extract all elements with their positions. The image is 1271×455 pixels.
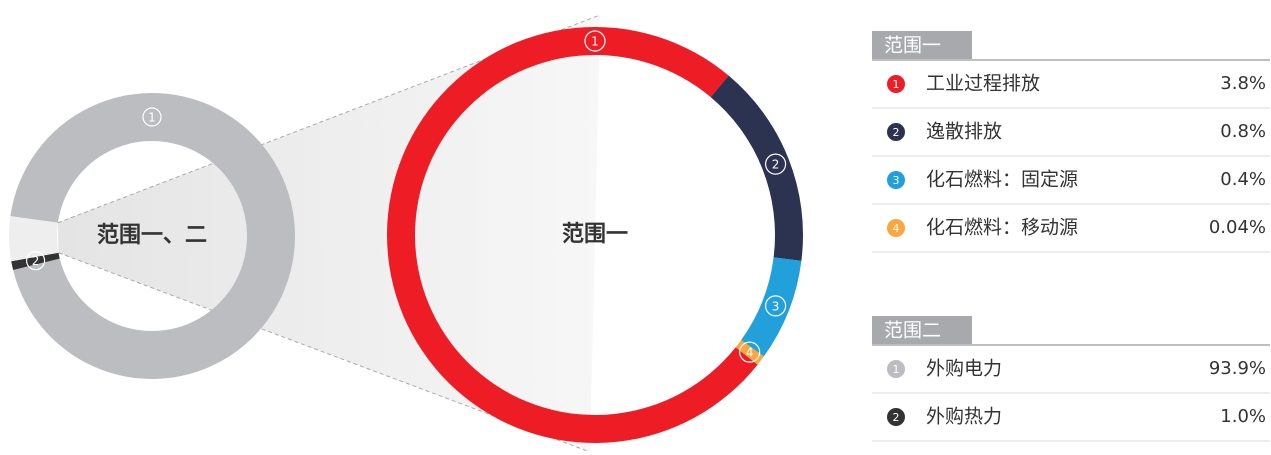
segment-marker xyxy=(739,341,761,363)
legend-label: 逸散排放 xyxy=(926,121,1002,143)
segment-marker-label: 3 xyxy=(772,299,780,313)
legend-marker: 4 xyxy=(893,222,900,235)
legend-value: 3.8% xyxy=(1220,73,1266,94)
legend-label: 化石燃料：固定源 xyxy=(926,169,1078,191)
center-label: 范围一 xyxy=(562,222,628,247)
segment-marker xyxy=(584,30,606,52)
segment-marker-label: 2 xyxy=(32,254,40,268)
legend-label: 化石燃料：移动源 xyxy=(926,217,1078,239)
donut-segment xyxy=(710,75,804,261)
funnel-edge xyxy=(58,252,591,453)
segment-marker-label: 1 xyxy=(148,111,156,125)
segment-marker-label: 4 xyxy=(746,346,754,360)
legend-marker: 2 xyxy=(893,126,900,139)
legend-swatch xyxy=(887,75,905,93)
legend-marker: 2 xyxy=(893,411,900,424)
legend-swatch xyxy=(887,171,905,189)
segment-marker-label: 2 xyxy=(772,158,780,172)
segment-marker-label: 1 xyxy=(591,35,599,49)
legend-header-bg xyxy=(872,31,972,59)
legend-marker: 3 xyxy=(893,174,900,187)
scope1-slice xyxy=(8,216,59,262)
center-label: 范围一、二 xyxy=(97,223,207,248)
legend-value: 93.9% xyxy=(1209,358,1266,379)
legend-swatch xyxy=(887,360,905,378)
legend-swatch xyxy=(887,123,905,141)
segment-marker xyxy=(142,107,162,127)
segment-marker xyxy=(25,251,46,271)
segment-marker xyxy=(764,295,787,317)
legend-marker: 1 xyxy=(893,78,900,91)
legend-value: 0.4% xyxy=(1220,169,1266,190)
legend-label: 外购热力 xyxy=(926,406,1002,428)
legend-label: 外购电力 xyxy=(926,358,1002,380)
legend-header-bg xyxy=(872,316,972,344)
donut-segment xyxy=(741,257,802,357)
donut-segment xyxy=(10,93,296,380)
legend-value: 0.8% xyxy=(1220,121,1266,142)
legend-header: 范围一 xyxy=(884,35,941,57)
donut-segment xyxy=(11,252,60,271)
segment-marker xyxy=(764,153,787,175)
legend-value: 0.04% xyxy=(1209,217,1266,238)
legend-swatch xyxy=(887,219,905,237)
legend-label: 工业过程排放 xyxy=(926,73,1040,95)
legend-value: 1.0% xyxy=(1220,406,1266,427)
funnel xyxy=(57,15,600,452)
legend-marker: 1 xyxy=(893,363,900,376)
legend-swatch xyxy=(887,408,905,426)
legend-header: 范围二 xyxy=(884,320,941,342)
